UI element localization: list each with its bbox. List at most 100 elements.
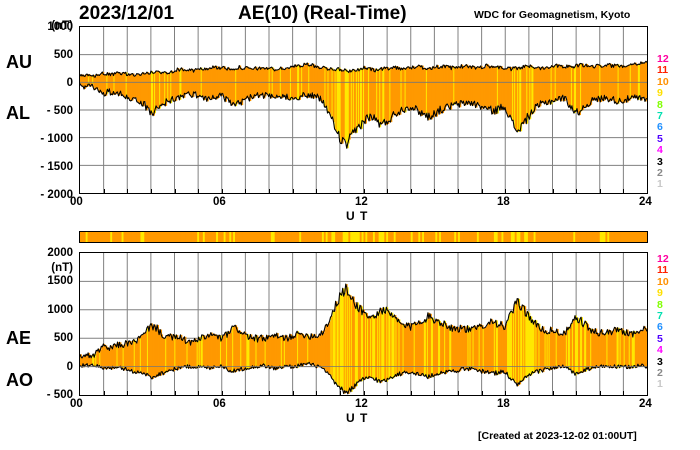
x-tick <box>576 189 578 193</box>
bottom-axis-title-ut: U T <box>346 411 369 425</box>
legend-item-10: 10 <box>657 275 669 288</box>
bottom-xtick-06: 06 <box>213 398 226 410</box>
x-tick <box>245 391 247 395</box>
page-title-date: 2023/12/01 <box>79 3 175 24</box>
activity-color-strip-svg <box>80 232 647 242</box>
x-tick <box>316 391 318 395</box>
top-ytick-m1000: - 1000 <box>40 133 73 145</box>
x-tick <box>150 189 152 193</box>
legend-item-12: 12 <box>657 53 669 65</box>
legend-item-7: 7 <box>657 310 663 323</box>
legend-item-5: 5 <box>657 332 663 345</box>
x-tick <box>245 189 247 193</box>
legend-item-8: 8 <box>657 298 663 311</box>
series-label-ae: AE <box>6 328 32 348</box>
x-tick <box>339 391 341 395</box>
legend-item-8: 8 <box>657 98 663 111</box>
legend-item-5: 5 <box>657 132 663 145</box>
x-tick <box>103 189 105 193</box>
legend-item-4: 4 <box>657 344 663 357</box>
bottom-panel-unit-label: (nT) <box>51 262 73 274</box>
legend-item-9: 9 <box>657 87 663 100</box>
bottom-ytick-2000: 2000 <box>47 247 73 259</box>
legend-item-11: 11 <box>657 264 669 277</box>
top-xtick-24: 24 <box>639 196 652 208</box>
x-tick <box>505 391 507 395</box>
top-ytick-1000: 1000 <box>47 21 73 33</box>
page-title: AE(10) (Real-Time) <box>238 3 407 24</box>
legend-item-12: 12 <box>657 253 669 265</box>
x-tick <box>292 391 294 395</box>
x-tick <box>127 391 129 395</box>
x-tick <box>410 189 412 193</box>
x-tick <box>481 189 483 193</box>
bottom-ytick-1500: 1500 <box>47 275 73 287</box>
x-tick <box>528 189 530 193</box>
activity-color-strip <box>79 231 648 243</box>
x-tick <box>269 189 270 193</box>
top-ytick-m1500: - 1500 <box>40 161 73 173</box>
x-tick <box>576 391 578 395</box>
x-tick <box>363 189 365 193</box>
attribution-label: WDC for Geomagnetism, Kyoto <box>474 9 631 21</box>
created-timestamp: [Created at 2023-12-02 01:00UT] <box>478 430 637 442</box>
x-tick <box>410 391 412 395</box>
x-tick <box>292 189 294 193</box>
bottom-xtick-12: 12 <box>355 398 368 410</box>
legend-item-6: 6 <box>657 121 663 134</box>
legend-item-2: 2 <box>657 167 663 180</box>
x-tick <box>552 391 554 395</box>
x-tick <box>221 391 223 395</box>
legend-item-4: 4 <box>657 144 663 157</box>
top-ytick-0: 0 <box>66 77 73 89</box>
x-tick <box>434 189 436 193</box>
x-tick <box>528 391 530 395</box>
legend-item-11: 11 <box>657 64 669 77</box>
top-ytick-m500: - 500 <box>46 105 73 117</box>
x-tick <box>458 391 459 395</box>
legend-item-9: 9 <box>657 287 663 300</box>
legend-item-3: 3 <box>657 155 663 168</box>
series-label-al: AL <box>6 103 30 123</box>
legend-item-1: 1 <box>657 378 663 391</box>
bottom-color-legend: 12 11 10 9 8 7 6 5 4 3 2 1 <box>657 253 683 391</box>
x-tick <box>339 189 341 193</box>
x-tick <box>623 189 625 193</box>
legend-item-10: 10 <box>657 75 669 88</box>
x-tick <box>127 189 129 193</box>
x-tick <box>198 391 200 395</box>
x-tick <box>481 391 483 395</box>
top-xtick-18: 18 <box>497 196 510 208</box>
x-tick <box>198 189 200 193</box>
x-tick <box>221 189 223 193</box>
legend-item-1: 1 <box>657 178 663 191</box>
legend-item-7: 7 <box>657 110 663 123</box>
top-ytick-500: 500 <box>53 49 73 61</box>
x-tick <box>387 189 389 193</box>
top-color-legend: 12 11 10 9 8 7 6 5 4 3 2 1 <box>657 53 683 191</box>
x-tick <box>316 189 318 193</box>
bottom-ytick-m500: - 500 <box>46 389 73 401</box>
legend-item-6: 6 <box>657 321 663 334</box>
x-tick <box>599 189 601 193</box>
x-tick <box>150 391 152 395</box>
bottom-xtick-24: 24 <box>639 398 652 410</box>
top-panel-unit-label: (nT) <box>51 20 73 32</box>
bottom-ytick-0: 0 <box>66 361 73 373</box>
bottom-ytick-500: 500 <box>53 332 73 344</box>
x-tick <box>552 189 554 193</box>
x-tick <box>434 391 436 395</box>
top-xtick-00: 00 <box>70 196 83 208</box>
au-al-plot-panel <box>79 26 648 194</box>
x-tick <box>103 391 105 395</box>
x-tick <box>387 391 389 395</box>
top-xtick-06: 06 <box>213 196 226 208</box>
x-tick <box>599 391 601 395</box>
x-tick <box>505 189 507 193</box>
x-tick <box>623 391 625 395</box>
bottom-ytick-1000: 1000 <box>47 304 73 316</box>
series-label-ao: AO <box>6 370 33 390</box>
x-tick <box>269 391 270 395</box>
top-xtick-12: 12 <box>355 196 368 208</box>
x-tick <box>458 189 459 193</box>
